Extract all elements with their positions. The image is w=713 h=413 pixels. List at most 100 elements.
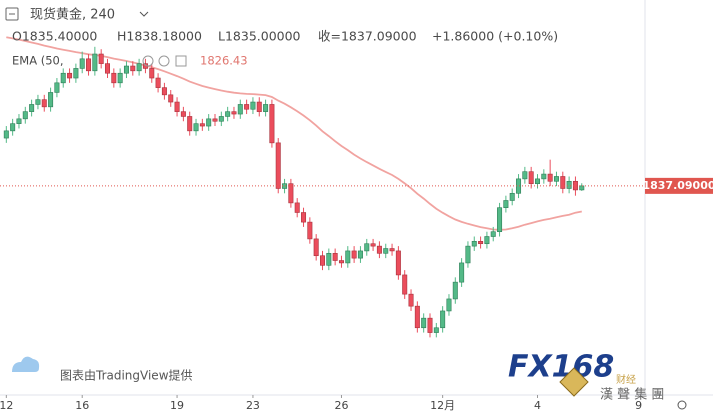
symbol-title: 现货黄金, 240 bbox=[30, 7, 115, 23]
candle-body bbox=[10, 123, 16, 132]
candle-body bbox=[389, 248, 395, 252]
candle-body bbox=[427, 317, 433, 333]
candle-body bbox=[484, 236, 490, 245]
candle-body bbox=[313, 238, 319, 257]
candle-body bbox=[105, 63, 111, 74]
candle-body bbox=[522, 171, 528, 180]
candle-body bbox=[376, 245, 382, 254]
candle-body bbox=[269, 104, 275, 144]
candle-body bbox=[288, 183, 294, 204]
candle-body bbox=[29, 104, 35, 112]
candle-body bbox=[54, 82, 60, 93]
candle-body bbox=[547, 173, 553, 182]
candle-body bbox=[395, 250, 401, 276]
candle-body bbox=[60, 72, 66, 84]
close-icon[interactable] bbox=[175, 55, 187, 67]
candle-body bbox=[478, 241, 484, 245]
ohlc-open: O1835.40000 bbox=[12, 29, 97, 44]
candle-body bbox=[3, 130, 9, 139]
candle-body bbox=[73, 68, 79, 79]
watermark-brand: FX168 bbox=[508, 350, 614, 385]
candle-body bbox=[256, 101, 262, 112]
candle-body bbox=[231, 111, 237, 115]
x-tick-label: 23 bbox=[246, 399, 260, 412]
candle-body bbox=[301, 212, 307, 223]
candle-body bbox=[282, 183, 288, 189]
candle-body bbox=[180, 111, 186, 117]
candle-body bbox=[22, 111, 28, 120]
candle-body bbox=[560, 176, 566, 189]
candle-body bbox=[452, 281, 458, 300]
candle-body bbox=[553, 176, 559, 182]
x-tick-label: 16 bbox=[75, 399, 89, 412]
candle-body bbox=[206, 118, 212, 127]
ohlc-high: H1838.18000 bbox=[117, 29, 202, 44]
x-tick-label: 12 bbox=[0, 399, 13, 412]
plot-area bbox=[0, 36, 645, 338]
candle-body bbox=[402, 274, 408, 295]
ohlc-low: L1835.00000 bbox=[218, 29, 301, 44]
indicator-name: EMA (50, bbox=[12, 54, 64, 68]
credit: 图表由TradingView提供 bbox=[60, 368, 193, 383]
candle-body bbox=[225, 111, 231, 117]
candle-body bbox=[490, 231, 496, 237]
candle-body bbox=[199, 123, 205, 127]
interval-dropdown[interactable] bbox=[139, 11, 149, 17]
candle-body bbox=[67, 72, 73, 79]
candle-body bbox=[48, 92, 54, 108]
candle-body bbox=[414, 305, 420, 329]
candle-body bbox=[294, 202, 300, 213]
candle-body bbox=[509, 192, 515, 201]
eye-icon[interactable] bbox=[142, 55, 154, 67]
candle-body bbox=[149, 68, 155, 79]
collapse-icon[interactable] bbox=[5, 7, 19, 21]
candle-body bbox=[534, 178, 540, 184]
settings-gear[interactable] bbox=[677, 400, 687, 410]
indicator-value: 1826.43 bbox=[200, 54, 248, 68]
candle-body bbox=[357, 250, 363, 259]
watermark-sub: 财经 bbox=[616, 373, 636, 386]
x-tick-label: 12月 bbox=[430, 399, 455, 412]
candle-body bbox=[528, 171, 534, 184]
candle-body bbox=[345, 250, 351, 264]
candle-body bbox=[130, 65, 136, 72]
candle-body bbox=[383, 248, 389, 254]
indicator-controls bbox=[142, 55, 187, 67]
candle-body bbox=[250, 101, 256, 110]
candle-body bbox=[370, 243, 376, 247]
candle-body bbox=[446, 298, 452, 312]
candle-body bbox=[408, 293, 414, 307]
candle-body bbox=[497, 207, 503, 233]
candle-body bbox=[193, 123, 199, 132]
candle-body bbox=[123, 65, 129, 74]
candle-body bbox=[111, 72, 117, 84]
candle-body bbox=[136, 63, 142, 72]
last-price-label: 1837.09000 bbox=[642, 179, 713, 192]
candle-body bbox=[275, 142, 281, 189]
candle-body bbox=[155, 77, 161, 88]
watermark-group: 漢 聲 集 團 bbox=[600, 387, 664, 403]
candle-body bbox=[92, 53, 98, 72]
candle-body bbox=[79, 58, 85, 69]
candle-body bbox=[421, 317, 427, 329]
candle-body bbox=[174, 101, 180, 112]
candle-body bbox=[351, 250, 357, 259]
candle-body bbox=[98, 53, 104, 64]
x-tick-label: 19 bbox=[170, 399, 184, 412]
x-tick-label: 4 bbox=[534, 399, 541, 412]
candle-body bbox=[338, 260, 344, 264]
settings-icon[interactable] bbox=[158, 55, 170, 67]
candle-body bbox=[566, 180, 572, 189]
candle-body bbox=[326, 253, 332, 266]
candle-body bbox=[364, 243, 370, 252]
candle-body bbox=[244, 104, 250, 110]
ohlc-change: +1.86000 (+0.10%) bbox=[432, 29, 558, 44]
candle-body bbox=[503, 200, 509, 208]
candle-body bbox=[579, 185, 585, 191]
tv-logo bbox=[12, 356, 40, 372]
candle-body bbox=[263, 104, 269, 112]
candle-body bbox=[459, 262, 465, 283]
candle-body bbox=[541, 173, 547, 180]
candle-body bbox=[433, 327, 439, 333]
candle-body bbox=[471, 241, 477, 247]
